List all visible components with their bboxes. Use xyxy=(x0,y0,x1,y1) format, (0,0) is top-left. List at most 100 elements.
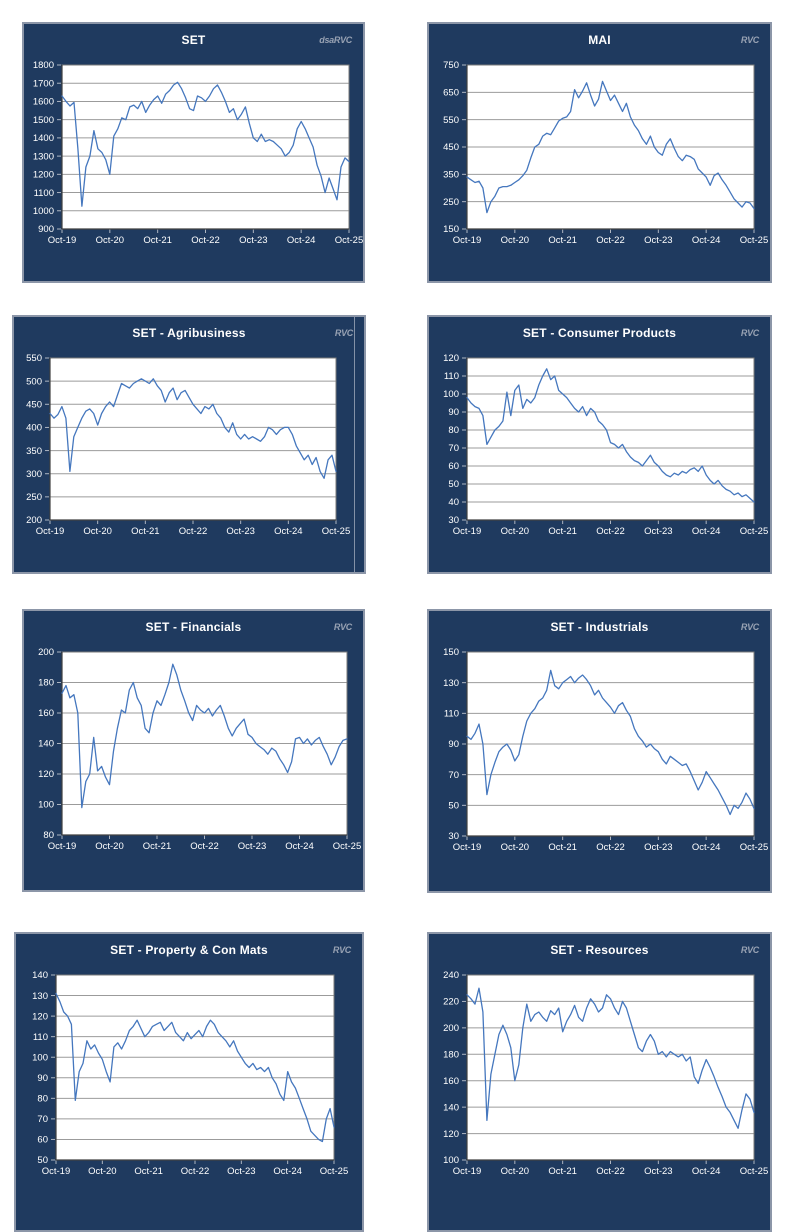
svg-text:120: 120 xyxy=(443,1129,459,1140)
svg-text:Oct-22: Oct-22 xyxy=(596,526,625,537)
chart-panel-mai: 150 250 350 450 550 650 750 Oct-19 Oct-20 Oct-21 O… xyxy=(427,22,772,283)
svg-text:Oct-20: Oct-20 xyxy=(83,526,112,537)
svg-text:100: 100 xyxy=(443,1155,459,1166)
svg-text:100: 100 xyxy=(32,1052,48,1063)
svg-text:Oct-19: Oct-19 xyxy=(36,526,65,537)
svg-text:350: 350 xyxy=(443,170,459,181)
series-line xyxy=(61,663,348,809)
svg-text:120: 120 xyxy=(32,1011,48,1022)
svg-text:140: 140 xyxy=(32,970,48,981)
watermark: RVC xyxy=(334,328,353,338)
svg-text:Oct-25: Oct-25 xyxy=(740,526,769,537)
svg-text:180: 180 xyxy=(443,1049,459,1060)
y-axis-labels: 100 120 140 160 180 200 220 240 xyxy=(443,970,459,1166)
svg-text:Oct-19: Oct-19 xyxy=(48,841,77,852)
series-line xyxy=(466,669,755,816)
watermark: dsaRVC xyxy=(319,35,352,45)
chart-plot-area: 30 50 70 90 110 130 150 Oct-19 Oct-20 Oct-21 Oct-2… xyxy=(443,647,768,853)
svg-text:1700: 1700 xyxy=(33,78,54,89)
svg-text:250: 250 xyxy=(26,492,42,503)
svg-text:Oct-20: Oct-20 xyxy=(88,1166,117,1177)
svg-text:Oct-23: Oct-23 xyxy=(239,235,268,246)
svg-text:110: 110 xyxy=(444,371,459,382)
svg-text:Oct-24: Oct-24 xyxy=(287,235,316,246)
series-line xyxy=(466,80,755,214)
svg-text:Oct-24: Oct-24 xyxy=(285,841,314,852)
svg-text:Oct-21: Oct-21 xyxy=(143,235,172,246)
chart-title: SET - Consumer Products xyxy=(522,326,677,340)
svg-text:1500: 1500 xyxy=(33,115,54,126)
svg-text:250: 250 xyxy=(443,197,459,208)
watermark: RVC xyxy=(333,622,352,632)
svg-text:300: 300 xyxy=(26,469,42,480)
chart-plot-area: 30 40 50 60 70 80 90 100 110 120 Oct-19 Oct-20 Oct-2… xyxy=(443,353,769,537)
svg-text:Oct-21: Oct-21 xyxy=(134,1166,163,1177)
watermark: RVC xyxy=(740,328,759,338)
series-line xyxy=(49,378,337,479)
svg-text:Oct-24: Oct-24 xyxy=(692,842,721,853)
svg-text:Oct-25: Oct-25 xyxy=(335,235,363,246)
series-line xyxy=(466,987,755,1129)
svg-text:50: 50 xyxy=(448,801,459,812)
x-axis-labels: Oct-19 Oct-20 Oct-21 Oct-22 Oct-23 Oct-24 Oct-… xyxy=(48,835,362,852)
chart-panel-set-financials: 80 100 120 140 160 180 200 Oct-19 Oct-20 Oct-21 Oc… xyxy=(22,609,365,892)
svg-text:70: 70 xyxy=(448,770,459,781)
svg-text:140: 140 xyxy=(443,1102,459,1113)
svg-text:40: 40 xyxy=(448,497,459,508)
svg-text:1000: 1000 xyxy=(33,206,54,217)
watermark: RVC xyxy=(740,945,759,955)
svg-text:500: 500 xyxy=(26,376,42,387)
svg-text:130: 130 xyxy=(32,991,48,1002)
svg-text:Oct-22: Oct-22 xyxy=(181,1166,210,1177)
svg-text:Oct-23: Oct-23 xyxy=(644,526,673,537)
svg-text:Oct-23: Oct-23 xyxy=(644,842,673,853)
watermark: RVC xyxy=(740,622,759,632)
svg-text:140: 140 xyxy=(38,739,54,750)
x-axis-labels: Oct-19 Oct-20 Oct-21 Oct-22 Oct-23 Oct-24 Oct-… xyxy=(453,229,768,246)
svg-text:Oct-23: Oct-23 xyxy=(644,235,673,246)
svg-text:150: 150 xyxy=(443,647,459,658)
chart-title: SET xyxy=(181,33,206,47)
svg-text:110: 110 xyxy=(444,709,459,720)
svg-text:Oct-19: Oct-19 xyxy=(453,842,482,853)
svg-text:Oct-21: Oct-21 xyxy=(143,841,172,852)
y-axis-labels: 30 50 70 90 110 130 150 xyxy=(443,647,459,842)
svg-text:Oct-21: Oct-21 xyxy=(548,1166,577,1177)
svg-text:Oct-20: Oct-20 xyxy=(501,1166,530,1177)
svg-text:200: 200 xyxy=(38,647,54,658)
chart-panel-set-consumer-products: 30 40 50 60 70 80 90 100 110 120 Oct-19 Oct-20 Oct-2… xyxy=(427,315,772,574)
svg-text:200: 200 xyxy=(443,1023,459,1034)
y-axis-labels: 900 1000 1100 1200 1300 1400 1500 1600 1700 1800 xyxy=(33,60,54,235)
svg-text:70: 70 xyxy=(448,443,459,454)
svg-text:Oct-19: Oct-19 xyxy=(42,1166,71,1177)
svg-text:Oct-23: Oct-23 xyxy=(226,526,255,537)
svg-text:550: 550 xyxy=(26,353,42,364)
svg-text:Oct-19: Oct-19 xyxy=(453,235,482,246)
svg-text:Oct-25: Oct-25 xyxy=(333,841,362,852)
svg-text:450: 450 xyxy=(443,142,459,153)
chart-panel-set: 900 1000 1100 1200 1300 1400 1500 1600 1700 1800 O… xyxy=(22,22,365,283)
x-axis-labels: Oct-19 Oct-20 Oct-21 Oct-22 Oct-23 Oct-24 Oct-… xyxy=(453,520,769,537)
y-axis-labels: 200 250 300 350 400 450 500 550 xyxy=(26,353,42,526)
svg-text:Oct-24: Oct-24 xyxy=(274,526,303,537)
svg-text:Oct-21: Oct-21 xyxy=(548,235,577,246)
chart-title: SET - Agribusiness xyxy=(132,326,246,340)
gridlines xyxy=(462,357,754,521)
svg-text:Oct-23: Oct-23 xyxy=(644,1166,673,1177)
svg-text:1100: 1100 xyxy=(34,188,54,199)
series-line xyxy=(466,368,755,503)
chart-title: SET - Financials xyxy=(145,620,242,634)
svg-text:350: 350 xyxy=(26,446,42,457)
y-axis-labels: 80 100 120 140 160 180 200 xyxy=(38,647,54,841)
svg-text:50: 50 xyxy=(37,1155,48,1166)
svg-text:30: 30 xyxy=(448,515,459,526)
svg-text:Oct-24: Oct-24 xyxy=(692,1166,721,1177)
svg-text:Oct-22: Oct-22 xyxy=(179,526,208,537)
svg-text:150: 150 xyxy=(443,224,459,235)
svg-text:Oct-20: Oct-20 xyxy=(96,235,125,246)
svg-text:160: 160 xyxy=(443,1076,459,1087)
svg-text:120: 120 xyxy=(38,769,54,780)
